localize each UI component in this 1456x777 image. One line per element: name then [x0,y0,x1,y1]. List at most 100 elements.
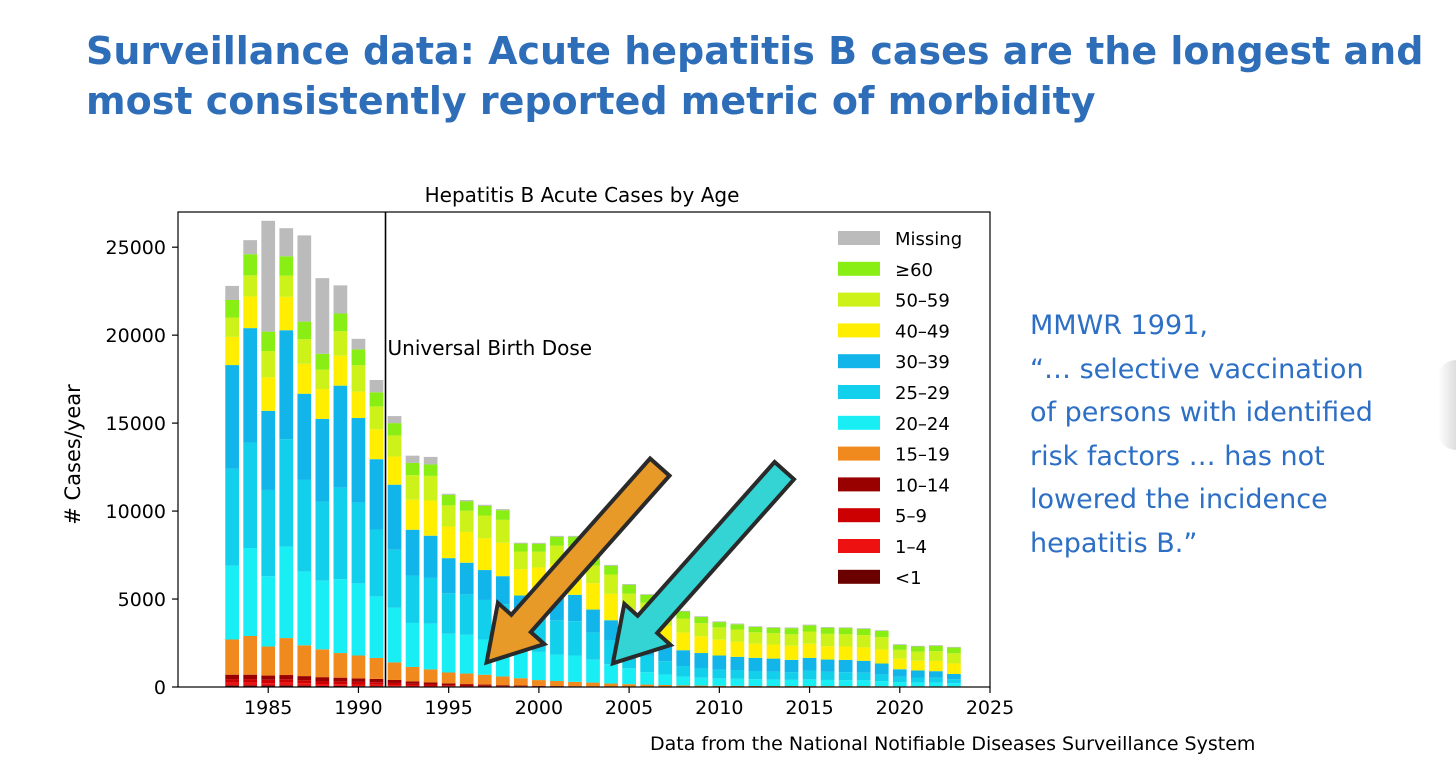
bar-segment [892,676,907,683]
bar-segment [947,679,961,684]
bar-segment [459,684,474,686]
legend-swatch [838,415,880,430]
bar-segment [315,649,330,678]
bar-segment [441,672,456,684]
bar-segment [766,679,781,687]
quote-line-3: of persons with identified [1030,397,1373,428]
bar-segment [784,628,799,635]
bar-segment [315,580,330,650]
bar-segment [910,651,925,661]
bar-segment [550,536,564,546]
bar-segment [640,655,655,673]
bar-segment [369,596,384,658]
bar-segment [297,321,312,340]
bar-segment [243,328,258,443]
bar-segment [622,583,636,585]
bar-segment [351,583,366,656]
bar-segment [730,623,745,625]
bar-segment [495,676,510,686]
x-tick-label: 1985 [244,697,292,719]
bar-segment [947,673,961,680]
bar-segment [766,627,781,628]
bar-segment [495,510,510,520]
bar-segment [874,630,889,631]
bar-segment [279,679,294,683]
bar-segment [351,349,366,366]
bar-segment [712,685,727,687]
bar-segment [586,583,600,610]
bar-segment [225,565,239,640]
legend-swatch [838,292,880,307]
bar-segment [910,677,925,683]
bar-segment [784,672,799,680]
bar-segment [387,685,402,687]
bar-segment [640,594,655,595]
cyan-arrow [610,459,797,667]
x-tick-label: 2015 [785,697,833,719]
legend-swatch [838,446,880,461]
bar-segment [568,535,582,537]
bar-segment [261,220,276,332]
bar-segment [712,627,727,640]
bar-segment [405,683,420,686]
bar-segment [694,616,709,617]
bar-segment [856,635,871,648]
bar-segment [929,651,943,661]
bar-segment [676,676,691,686]
bar-segment [297,683,312,686]
bar-segment [622,584,636,594]
bar-segment [947,683,961,687]
bar-segment [459,531,474,563]
bar-segment [640,672,655,685]
bar-segment [532,685,546,687]
legend-swatch [838,539,880,553]
data-source-note: Data from the National Notifiable Diseas… [650,733,1256,755]
bar-segment [586,659,600,683]
bar-segment [694,623,709,637]
bar-segment [261,685,276,687]
bar-segment [838,680,853,687]
bar-segment [441,593,456,634]
bar-segment [947,653,961,664]
bar-segment [694,636,709,654]
legend-swatch [838,477,880,492]
bar-segment [604,683,618,687]
bar-segment [784,634,799,646]
bar-segment [676,618,691,633]
bar-segment [405,666,420,682]
bar-segment [387,549,402,608]
bar-segment [784,659,799,673]
bar-segment [495,576,510,605]
bar-segment [766,627,781,634]
bar-segment [441,558,456,594]
bar-segment [568,655,582,682]
bar-segment [297,235,312,322]
bar-segment [351,338,366,350]
bar-segment [929,677,943,683]
bar-segment [261,410,276,490]
legend-label: 40–49 [895,321,950,342]
bar-segment [333,681,348,685]
bar-segment [315,353,330,370]
bar-segment [333,653,348,678]
slide-title: Surveillance data: Acute hepatitis B cas… [86,26,1423,126]
bar-segment [369,684,384,687]
legend-swatch [838,508,880,523]
bar-segment [947,647,961,654]
bar-segment [550,654,564,682]
bar-segment [766,658,781,672]
bar-segment [243,548,258,636]
birth-dose-label: Universal Birth Dose [388,336,593,360]
bar-segment [405,499,420,530]
bar-segment [423,456,438,465]
bar-segment [748,632,763,644]
bar-segment [856,680,871,687]
bar-segment [279,228,294,257]
y-tick-label: 15000 [106,413,166,435]
bar-segment [315,418,330,502]
bar-segment [586,632,600,660]
bar-segment [712,622,727,628]
bar-segment [459,594,474,635]
bar-segment [712,669,727,679]
bar-segment [459,562,474,595]
